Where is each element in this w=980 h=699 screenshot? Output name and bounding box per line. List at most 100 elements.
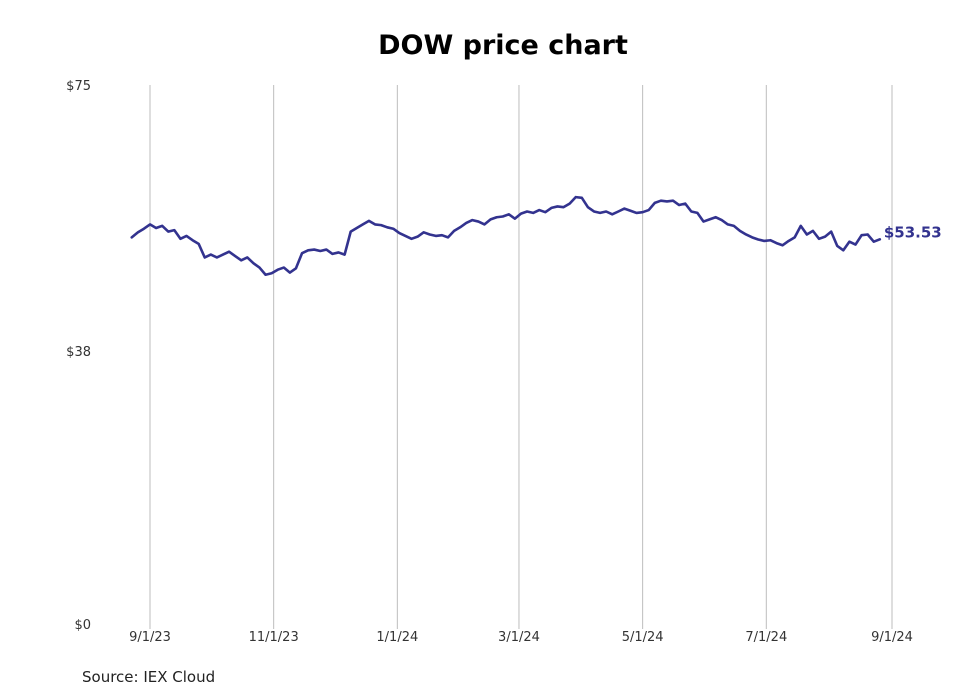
data-point-43 <box>392 227 395 230</box>
data-point-111 <box>805 233 808 236</box>
last-value-label: $53.53 <box>884 223 942 241</box>
data-point-118 <box>848 240 851 243</box>
x-tick-label-5: 7/1/24 <box>745 630 787 645</box>
data-point-91 <box>684 202 687 205</box>
data-point-59 <box>489 218 492 221</box>
chart-title: DOW price chart <box>378 30 628 61</box>
x-tick-label-4: 5/1/24 <box>622 630 664 645</box>
data-point-50 <box>434 235 437 237</box>
y-tick-label-1: $38 <box>66 345 91 360</box>
data-point-116 <box>836 245 839 247</box>
data-point-8 <box>179 237 182 240</box>
data-point-34 <box>337 251 340 254</box>
data-point-33 <box>331 252 334 255</box>
data-point-5 <box>161 224 164 227</box>
data-point-110 <box>799 224 802 227</box>
data-point-11 <box>197 242 200 245</box>
data-point-22 <box>264 273 267 276</box>
data-point-96 <box>714 216 717 219</box>
data-point-36 <box>349 230 352 233</box>
data-point-16 <box>228 250 230 253</box>
series-line-0 <box>130 195 882 277</box>
data-point-12 <box>203 256 206 259</box>
data-point-103 <box>757 238 760 241</box>
data-point-85 <box>647 209 650 211</box>
data-point-121 <box>866 233 869 236</box>
grid-lines <box>149 85 893 629</box>
data-point-101 <box>745 233 747 236</box>
data-point-57 <box>477 220 480 223</box>
data-point-27 <box>295 267 297 270</box>
data-point-29 <box>307 249 310 252</box>
data-point-113 <box>818 237 820 240</box>
data-point-63 <box>514 217 516 220</box>
data-point-4 <box>155 227 157 229</box>
data-point-94 <box>702 220 705 223</box>
data-point-48 <box>422 231 425 234</box>
data-point-73 <box>574 196 577 199</box>
data-point-122 <box>872 240 875 243</box>
data-point-68 <box>544 211 547 214</box>
data-point-78 <box>605 210 608 213</box>
data-point-102 <box>751 236 754 239</box>
data-point-21 <box>258 266 261 269</box>
x-tick-label-1: 11/1/23 <box>249 630 299 645</box>
data-point-117 <box>842 249 845 252</box>
data-point-99 <box>732 224 735 227</box>
data-point-9 <box>185 235 188 237</box>
data-point-25 <box>282 266 285 269</box>
data-point-67 <box>538 209 541 211</box>
data-point-14 <box>216 256 218 259</box>
data-point-62 <box>507 213 510 216</box>
data-point-104 <box>763 240 766 242</box>
data-point-119 <box>854 243 857 246</box>
y-axis-labels: $75 $38 $0 <box>66 79 91 633</box>
data-point-2 <box>143 227 145 230</box>
data-point-18 <box>240 259 243 262</box>
data-point-51 <box>441 234 443 237</box>
data-point-106 <box>775 242 778 245</box>
x-tick-label-6: 9/1/24 <box>871 630 913 645</box>
data-point-45 <box>404 235 407 237</box>
data-point-70 <box>556 205 559 208</box>
data-point-20 <box>252 262 255 265</box>
data-point-49 <box>428 233 431 236</box>
data-point-44 <box>398 232 401 234</box>
data-point-32 <box>325 248 328 251</box>
data-point-69 <box>550 206 553 209</box>
data-point-75 <box>587 206 589 209</box>
data-point-107 <box>781 244 784 247</box>
data-point-19 <box>246 256 249 259</box>
data-point-80 <box>617 210 620 213</box>
data-point-112 <box>812 229 814 232</box>
data-point-100 <box>739 229 741 232</box>
data-point-23 <box>270 272 273 275</box>
data-point-95 <box>708 218 711 221</box>
data-point-81 <box>623 207 626 210</box>
data-point-10 <box>191 239 194 242</box>
data-point-89 <box>672 199 674 202</box>
data-point-83 <box>635 212 638 214</box>
data-point-37 <box>355 227 358 229</box>
data-point-15 <box>222 253 224 256</box>
data-point-39 <box>368 219 370 222</box>
data-point-55 <box>465 222 468 224</box>
source-note: Source: IEX Cloud <box>82 668 216 686</box>
data-point-92 <box>690 210 693 213</box>
data-point-82 <box>629 209 632 212</box>
data-point-61 <box>501 215 504 218</box>
data-point-30 <box>313 248 316 251</box>
series-layer <box>130 195 882 277</box>
x-axis-labels: 9/1/23 11/1/23 1/1/24 3/1/24 5/1/24 7/1/24 9/1… <box>129 630 913 645</box>
data-point-87 <box>659 199 662 202</box>
data-point-6 <box>167 230 170 233</box>
data-point-74 <box>580 196 583 199</box>
data-point-24 <box>276 268 279 271</box>
data-point-3 <box>149 223 151 226</box>
data-point-76 <box>593 210 595 213</box>
data-point-28 <box>301 252 303 255</box>
data-point-54 <box>459 226 462 229</box>
data-point-47 <box>416 235 419 238</box>
data-point-41 <box>380 224 383 227</box>
